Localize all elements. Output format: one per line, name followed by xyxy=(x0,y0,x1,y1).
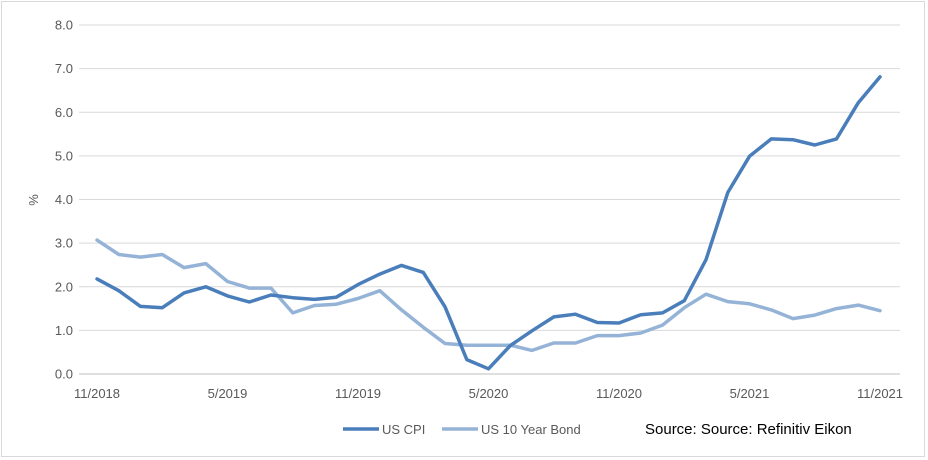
y-tick-label: 8.0 xyxy=(55,18,73,33)
legend-label-1: US 10 Year Bond xyxy=(481,422,581,437)
x-tick-label: 11/2019 xyxy=(335,386,381,401)
x-tick-label: 11/2021 xyxy=(857,386,903,401)
series-line-1 xyxy=(95,238,882,353)
y-tick-label: 6.0 xyxy=(55,105,73,120)
y-tick-label: 4.0 xyxy=(55,192,73,207)
y-tick-label: 0.0 xyxy=(55,367,73,382)
x-tick-label: 5/2020 xyxy=(469,386,509,401)
series-line-0 xyxy=(95,75,882,371)
source-annotation: Source: Source: Refinitiv Eikon xyxy=(645,421,852,438)
y-axis-tick-labels: 0.0 1.0 2.0 3.0 4.0 5.0 6.0 7.0 8.0 xyxy=(55,18,73,382)
legend: US CPI US 10 Year Bond xyxy=(343,422,581,437)
x-tick-label: 11/2020 xyxy=(596,386,642,401)
y-tick-label: 1.0 xyxy=(55,323,73,338)
y-tick-label: 3.0 xyxy=(55,236,73,251)
legend-label-0: US CPI xyxy=(382,422,425,437)
gridlines xyxy=(79,24,900,331)
x-tick-label: 11/2018 xyxy=(74,386,120,401)
y-tick-label: 7.0 xyxy=(55,61,73,76)
y-axis-label: % xyxy=(26,194,41,206)
x-axis-tick-labels: 11/2018 5/2019 11/2019 5/2020 11/2020 5/2021 1… xyxy=(74,386,903,401)
x-tick-label: 5/2021 xyxy=(730,386,770,401)
y-tick-label: 5.0 xyxy=(55,148,73,163)
x-tick-label: 5/2019 xyxy=(208,386,248,401)
y-tick-label: 2.0 xyxy=(55,279,73,294)
series-lines xyxy=(95,75,882,371)
